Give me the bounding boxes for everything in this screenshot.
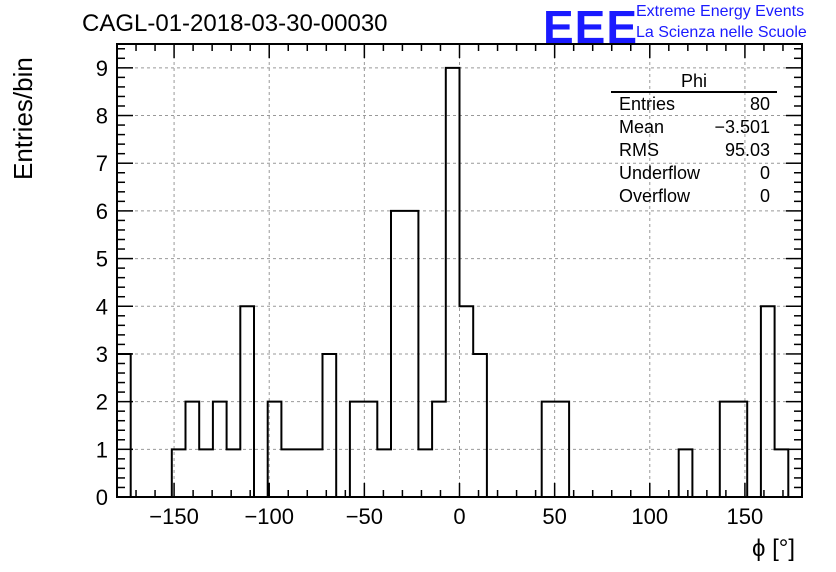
histogram-bin <box>377 449 391 497</box>
x-tick-label: 0 <box>453 504 465 529</box>
stats-label: Mean <box>619 117 664 137</box>
histogram-bin <box>446 68 460 497</box>
x-tick-label: 150 <box>727 504 764 529</box>
stats-label: Entries <box>619 94 675 114</box>
x-tick-label: −100 <box>244 504 294 529</box>
y-tick-label: 8 <box>96 104 108 129</box>
logo-text-line2: La Scienza nelle Scuole <box>636 24 807 41</box>
histogram-bin <box>117 354 131 497</box>
histogram-bin <box>199 449 213 497</box>
histogram-bin <box>323 354 337 497</box>
y-tick-label: 2 <box>96 390 108 415</box>
stats-value: 95.03 <box>725 140 770 160</box>
y-tick-label: 9 <box>96 56 108 81</box>
histogram-bin <box>775 449 789 497</box>
stats-label: Overflow <box>619 186 691 206</box>
stats-label: Underflow <box>619 163 701 183</box>
y-tick-label: 5 <box>96 247 108 272</box>
stats-value: −3.501 <box>714 117 770 137</box>
x-axis-label: ϕ [°] <box>752 535 796 562</box>
stats-value: 0 <box>760 163 770 183</box>
stats-value: 80 <box>750 94 770 114</box>
histogram-bin <box>281 449 295 497</box>
y-tick-label: 0 <box>96 485 108 510</box>
histogram-bin <box>679 449 693 497</box>
logo-text-line1: Extreme Energy Events <box>636 3 805 20</box>
x-tick-label: −50 <box>346 504 383 529</box>
histogram-bin <box>309 449 323 497</box>
histogram-bin <box>227 449 241 497</box>
histogram-outline <box>116 66 802 498</box>
x-tick-label: 100 <box>631 504 668 529</box>
y-tick-label: 1 <box>96 437 108 462</box>
histogram-bin <box>473 354 487 497</box>
x-tick-label: 50 <box>542 504 566 529</box>
y-tick-label: 3 <box>96 342 108 367</box>
stats-title: Phi <box>681 71 707 91</box>
y-tick-label: 4 <box>96 294 108 319</box>
y-tick-label: 7 <box>96 151 108 176</box>
x-tick-label: −150 <box>149 504 199 529</box>
histogram-bin <box>295 449 309 497</box>
stats-value: 0 <box>760 186 770 206</box>
stats-label: RMS <box>619 140 659 160</box>
y-tick-label: 6 <box>96 199 108 224</box>
chart-title: CAGL-01-2018-03-30-00030 <box>82 10 388 37</box>
histogram-bin <box>418 449 432 497</box>
